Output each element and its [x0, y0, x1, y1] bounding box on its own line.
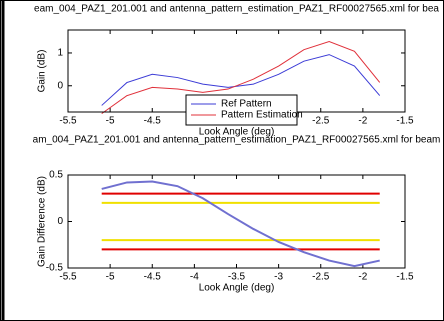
axes-frame [67, 174, 406, 269]
data-line [101, 54, 381, 106]
x-tick-label: -3 [274, 272, 283, 283]
chart-title: am_004_PAZ1_201.001 and antenna_pattern_… [33, 135, 441, 146]
legend-box [185, 94, 298, 126]
x-axis-label: Look Angle (deg) [199, 283, 275, 294]
data-line [101, 40, 381, 115]
x-tick-label: -4.5 [144, 116, 162, 127]
y-axis-label: Gain Difference (dB) [37, 176, 48, 267]
x-tick-label: -2.5 [312, 272, 330, 283]
x-tick-label: -2 [358, 116, 367, 127]
x-tick-label: -3.5 [228, 272, 246, 283]
x-tick-label: -2.5 [312, 116, 330, 127]
x-tick-label: -5 [106, 116, 115, 127]
x-tick-label: -5.5 [59, 116, 77, 127]
x-tick-label: -5 [106, 272, 115, 283]
y-tick-label: 0.5 [49, 170, 63, 181]
chart-title: eam_004_PAZ1_201.001 and antenna_pattern… [34, 4, 439, 15]
legend-label: Ref Pattern [221, 99, 272, 110]
x-tick-label: -5.5 [59, 272, 77, 283]
y-tick-label: -0.5 [46, 263, 64, 274]
y-tick-label: 0 [57, 80, 63, 91]
x-tick-label: -1.5 [396, 272, 414, 283]
y-tick-label: 1 [57, 48, 63, 59]
x-tick-label: -2 [358, 272, 367, 283]
x-tick-label: -4 [190, 272, 199, 283]
x-tick-label: -4.5 [144, 272, 162, 283]
y-axis-label: Gain (dB) [37, 50, 48, 93]
axes-background [68, 175, 405, 268]
x-tick-label: -1.5 [396, 116, 414, 127]
data-line [101, 180, 380, 268]
y-tick-label: 0 [57, 216, 63, 227]
x-axis-label: Look Angle (deg) [199, 127, 275, 138]
legend-label: Pattern Estimation [221, 110, 303, 121]
